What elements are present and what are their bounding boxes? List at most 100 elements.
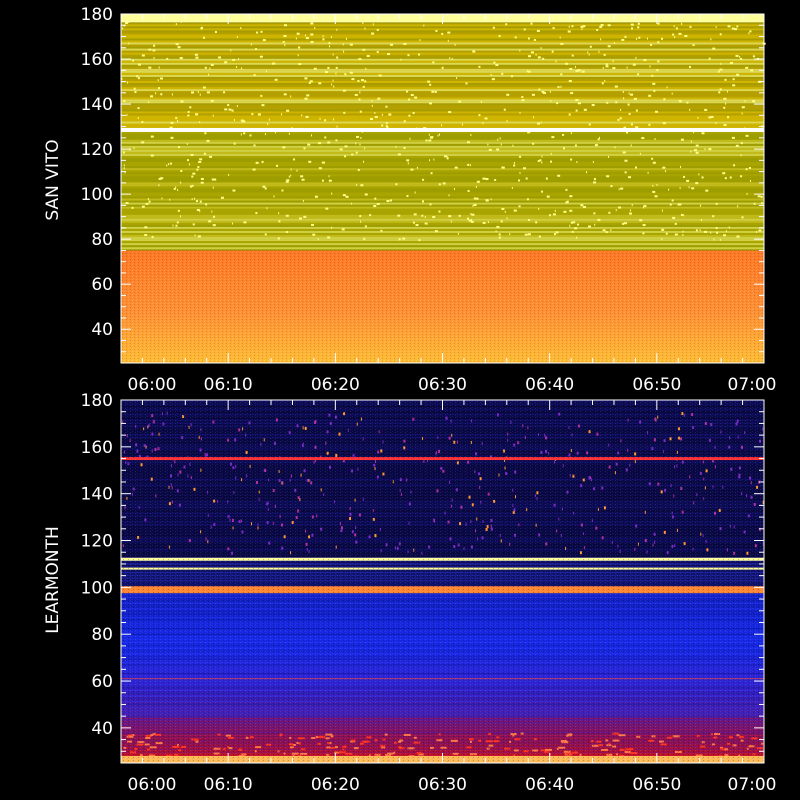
san-vito-streak bbox=[121, 95, 764, 98]
san-vito-speckle bbox=[745, 134, 749, 137]
san-vito-speckle bbox=[123, 164, 125, 167]
san-vito-speckle bbox=[240, 133, 242, 136]
learmonth-y-tick-label: 60 bbox=[91, 672, 113, 692]
san-vito-speckle bbox=[678, 100, 682, 103]
san-vito-speckle bbox=[286, 109, 290, 112]
san-vito-speckle bbox=[472, 204, 474, 207]
san-vito-speckle bbox=[341, 228, 345, 231]
san-vito-speckle bbox=[121, 77, 123, 80]
san-vito-speckle bbox=[541, 155, 543, 158]
san-vito-speckle bbox=[511, 75, 514, 78]
san-vito-speckle bbox=[680, 165, 682, 168]
san-vito-speckle bbox=[469, 164, 471, 167]
san-vito-speckle bbox=[651, 157, 654, 160]
san-vito-streak bbox=[121, 30, 764, 33]
san-vito-speckle bbox=[527, 233, 531, 236]
san-vito-speckle bbox=[331, 226, 333, 229]
san-vito-speckle bbox=[299, 217, 303, 220]
san-vito-speckle bbox=[490, 198, 492, 201]
san-vito-speckle bbox=[682, 234, 684, 237]
san-vito-speckle bbox=[665, 170, 667, 173]
san-vito-speckle bbox=[137, 117, 139, 120]
san-vito-speckle bbox=[629, 212, 633, 215]
san-vito-speckle bbox=[302, 199, 304, 202]
san-vito-speckle bbox=[736, 235, 740, 238]
san-vito-speckle bbox=[488, 148, 492, 151]
san-vito-streak bbox=[121, 220, 764, 223]
san-vito-speckle bbox=[458, 100, 462, 103]
san-vito-speckle bbox=[410, 168, 414, 171]
san-vito-speckle bbox=[720, 62, 722, 65]
san-vito-speckle bbox=[345, 195, 349, 198]
san-vito-y-tick-label: 40 bbox=[91, 320, 113, 340]
san-vito-speckle bbox=[273, 195, 275, 198]
san-vito-speckle bbox=[580, 204, 584, 207]
san-vito-speckle bbox=[327, 66, 330, 69]
san-vito-speckle bbox=[614, 85, 618, 88]
san-vito-speckle bbox=[308, 160, 312, 163]
learmonth-y-tick-label: 100 bbox=[81, 578, 113, 598]
san-vito-speckle bbox=[724, 78, 727, 81]
san-vito-speckle bbox=[562, 147, 565, 150]
san-vito-x-tick-label: 06:50 bbox=[632, 375, 681, 395]
san-vito-speckle bbox=[321, 161, 325, 164]
san-vito-speckle bbox=[557, 174, 561, 177]
san-vito-speckle bbox=[214, 178, 217, 181]
san-vito-speckle bbox=[376, 203, 380, 206]
san-vito-speckle bbox=[519, 171, 521, 174]
san-vito-speckle bbox=[430, 172, 433, 175]
san-vito-speckle bbox=[134, 91, 137, 94]
san-vito-speckle bbox=[351, 153, 354, 156]
san-vito-speckle bbox=[314, 27, 316, 30]
san-vito-speckle bbox=[169, 162, 172, 165]
san-vito-speckle bbox=[734, 28, 738, 31]
san-vito-speckle bbox=[570, 132, 572, 135]
san-vito-speckle bbox=[209, 155, 213, 158]
san-vito-speckle bbox=[674, 222, 677, 225]
san-vito-speckle bbox=[639, 152, 641, 155]
san-vito-streak bbox=[121, 218, 764, 221]
san-vito-speckle bbox=[177, 209, 180, 212]
san-vito-speckle bbox=[637, 73, 640, 76]
san-vito-speckle bbox=[434, 90, 437, 93]
san-vito-speckle bbox=[344, 155, 347, 158]
san-vito-speckle bbox=[158, 177, 162, 180]
san-vito-speckle bbox=[622, 91, 624, 94]
san-vito-speckle bbox=[282, 40, 285, 43]
san-vito-speckle bbox=[285, 231, 288, 234]
san-vito-speckle bbox=[537, 159, 540, 162]
san-vito-speckle bbox=[591, 104, 595, 107]
san-vito-speckle bbox=[588, 53, 590, 56]
san-vito-speckle bbox=[364, 27, 366, 30]
san-vito-speckle bbox=[403, 42, 407, 45]
san-vito-speckle bbox=[281, 189, 284, 192]
san-vito-speckle bbox=[478, 114, 481, 117]
san-vito-speckle bbox=[260, 30, 263, 33]
san-vito-speckle bbox=[740, 57, 743, 60]
san-vito-speckle bbox=[272, 62, 276, 65]
san-vito-speckle bbox=[701, 176, 704, 179]
san-vito-speckle bbox=[328, 179, 332, 182]
san-vito-speckle bbox=[501, 72, 504, 75]
san-vito-speckle bbox=[408, 114, 411, 117]
san-vito-speckle bbox=[331, 83, 333, 86]
san-vito-speckle bbox=[618, 188, 620, 191]
san-vito-speckle bbox=[300, 175, 304, 178]
san-vito-speckle bbox=[496, 225, 500, 228]
san-vito-speckle bbox=[630, 93, 634, 96]
san-vito-speckle bbox=[511, 186, 513, 189]
san-vito-speckle bbox=[304, 34, 306, 37]
san-vito-speckle bbox=[218, 56, 222, 59]
san-vito-speckle bbox=[594, 144, 598, 147]
san-vito-speckle bbox=[400, 58, 402, 61]
san-vito-streak bbox=[121, 230, 764, 233]
san-vito-speckle bbox=[551, 136, 555, 139]
san-vito-speckle bbox=[682, 230, 684, 233]
san-vito-speckle bbox=[576, 236, 578, 239]
san-vito-speckle bbox=[390, 199, 393, 202]
san-vito-speckle bbox=[398, 238, 401, 241]
san-vito-speckle bbox=[533, 116, 535, 119]
san-vito-streak bbox=[121, 243, 764, 246]
san-vito-speckle bbox=[422, 178, 425, 181]
san-vito-speckle bbox=[733, 164, 736, 167]
